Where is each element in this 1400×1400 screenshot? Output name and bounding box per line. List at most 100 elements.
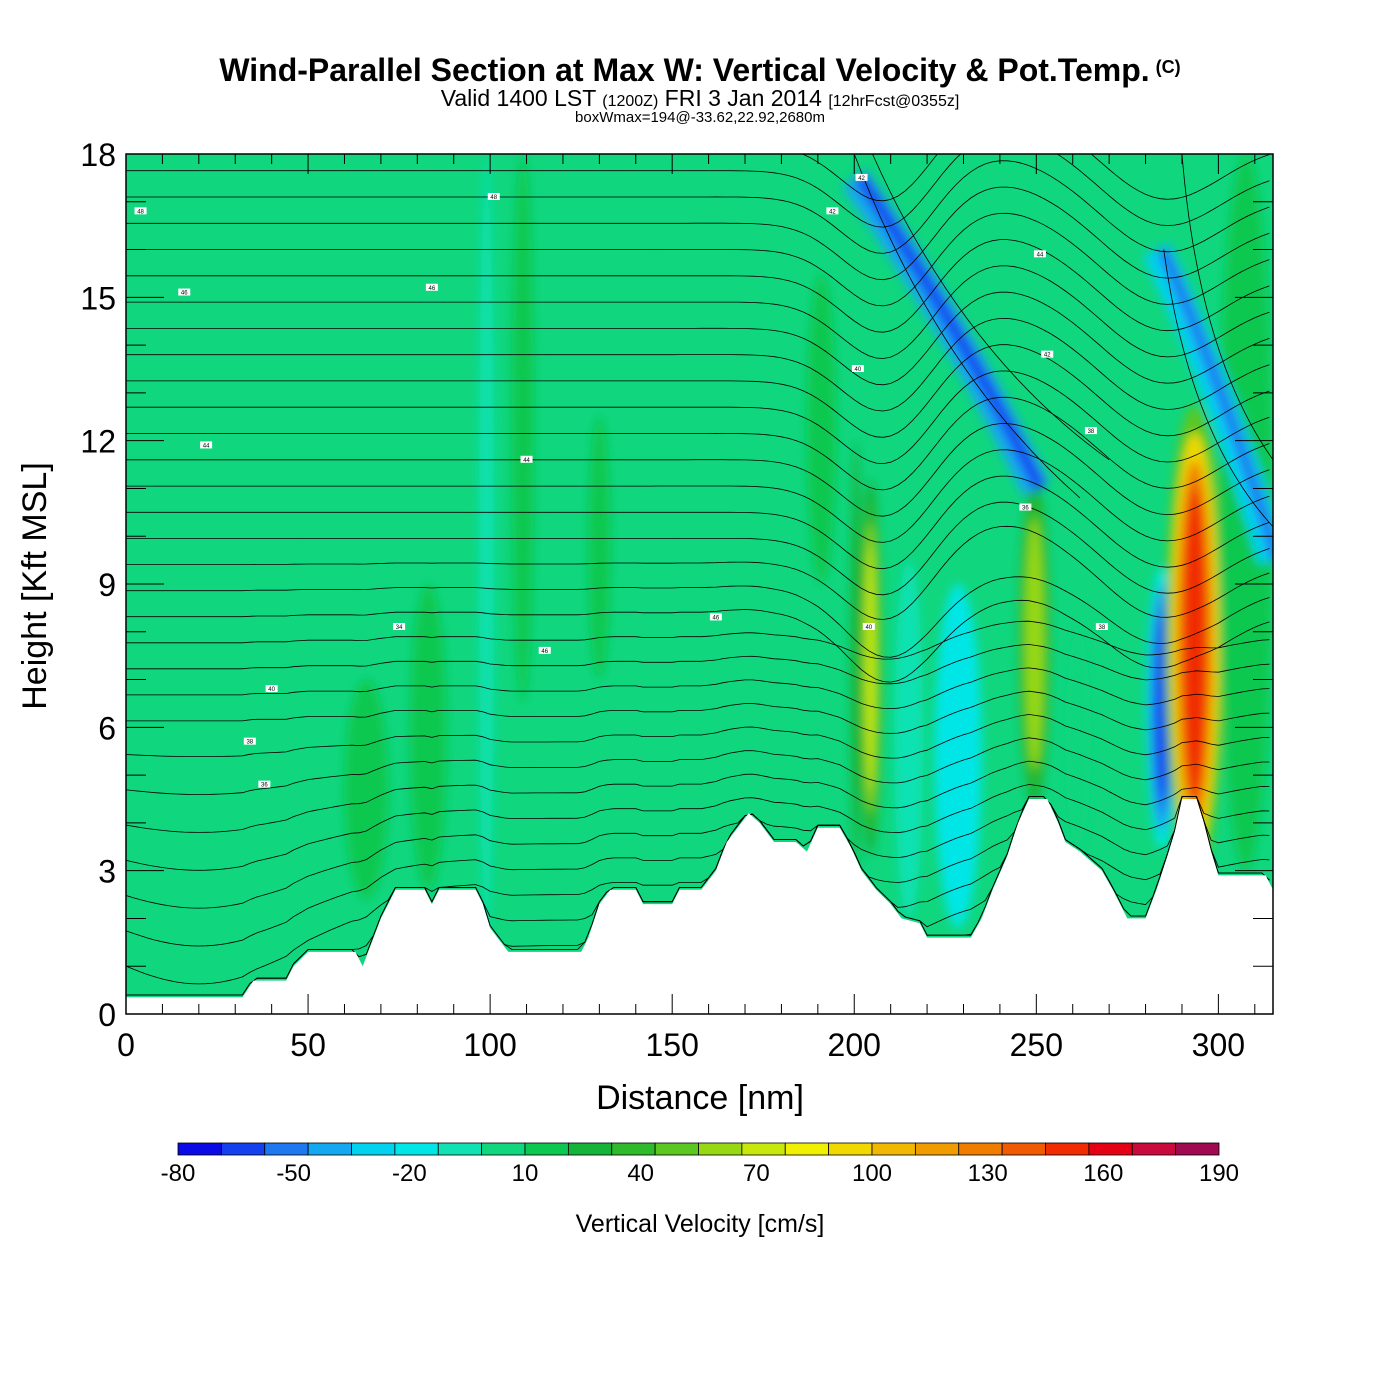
colorbar-swatch: [524, 1142, 569, 1156]
isentrope-9: [126, 714, 1270, 759]
colorbar-swatch: [611, 1142, 656, 1156]
w-feature-4: [588, 416, 611, 680]
contour-label-6: 42: [855, 173, 868, 182]
plot-area: 4848464644444242403836344646444240383640…: [80, 137, 1274, 1063]
colorbar-swatch: [958, 1142, 1003, 1156]
isentrope-17: [126, 501, 1270, 596]
colorbar: -80 -50 -20 10 40 70 100 130 160 190: [161, 1142, 1239, 1187]
isentrope-18: [126, 475, 1270, 570]
isentrope-26: [126, 265, 1270, 359]
y-tick-label: 0: [98, 997, 116, 1033]
svg-text:40: 40: [268, 687, 275, 693]
colorbar-swatch: [654, 1142, 699, 1156]
colorbar-label: 160: [1083, 1160, 1123, 1187]
colorbar-label: -80: [161, 1160, 196, 1187]
contour-label-13: 46: [709, 613, 722, 621]
colorbar-swatch: [1045, 1142, 1090, 1156]
x-axis-title: Distance [nm]: [596, 1079, 804, 1117]
colorbar-swatch: [351, 1142, 396, 1156]
colorbar-label: -50: [276, 1160, 311, 1187]
isentrope-8: [126, 737, 1270, 795]
subtitle-valid: Valid 1400 LST: [441, 85, 597, 111]
subtitle-forecast: [12hrFcst@0355z]: [828, 93, 959, 110]
contour-label-19: 40: [862, 623, 875, 631]
w-band-core-15: [855, 174, 1046, 492]
contour-label-20: 38: [1095, 623, 1108, 631]
svg-text:44: 44: [203, 443, 210, 449]
colorbar-swatch: [394, 1142, 439, 1156]
w-feature-13-3: [1182, 487, 1207, 801]
contour-label-15: 42: [1041, 350, 1054, 359]
y-tick-label: 3: [98, 854, 116, 890]
isentrope-5: [126, 796, 1270, 909]
svg-text:42: 42: [829, 209, 836, 215]
x-tick-label: 150: [645, 1027, 698, 1063]
contour-label-17: 38: [1084, 427, 1097, 435]
y-tick-label: 15: [80, 280, 116, 316]
svg-text:42: 42: [858, 176, 865, 182]
isentrope-steep-3: [1181, 154, 1273, 461]
colorbar-swatch: [1175, 1142, 1220, 1156]
colorbar-swatch: [914, 1142, 960, 1156]
isentrope-19: [126, 449, 1270, 543]
svg-text:38: 38: [1088, 429, 1095, 435]
y-tick-label: 12: [80, 424, 116, 460]
terrain-mask: [126, 799, 1273, 1014]
colorbar-swatch: [698, 1142, 743, 1156]
svg-text:36: 36: [261, 783, 268, 789]
colorbar-label: 70: [743, 1160, 770, 1187]
isentrope-30: [126, 160, 1270, 254]
contour-label-18: 36: [1019, 503, 1032, 512]
isentrope-13: [126, 620, 1270, 660]
isentrope-21: [126, 396, 1270, 491]
isentrope-6: [126, 784, 1270, 871]
isentrope-20: [126, 423, 1270, 517]
subtitle-date: FRI 3 Jan 2014: [665, 85, 822, 111]
colorbar-label: 130: [968, 1160, 1008, 1187]
isentrope-24: [126, 317, 1270, 412]
svg-text:34: 34: [396, 625, 403, 631]
contour-label-4: 44: [200, 441, 213, 449]
x-tick-label: 100: [463, 1027, 516, 1063]
isentrope-22: [126, 370, 1270, 465]
colorbar-swatch: [437, 1142, 483, 1156]
colorbar-title: Vertical Velocity [cm/s]: [576, 1210, 825, 1238]
w-band-core-16: [1156, 247, 1273, 562]
isentrope-11: [126, 667, 1270, 710]
w-feature-8: [894, 560, 924, 919]
w-feature-3: [511, 154, 534, 704]
isentrope-16: [126, 525, 1270, 620]
svg-text:48: 48: [137, 209, 144, 215]
potential-temperature-contours: [126, 154, 1273, 996]
isentrope-10: [126, 690, 1270, 734]
w-feature-12-3: [1155, 615, 1169, 801]
contour-label-2: 46: [178, 288, 191, 297]
colorbar-swatch: [567, 1142, 613, 1156]
isentrope-25: [126, 291, 1270, 386]
svg-text:46: 46: [541, 649, 548, 655]
svg-text:46: 46: [181, 291, 188, 297]
contour-label-0: 48: [134, 207, 147, 215]
colorbar-swatch: [1131, 1142, 1177, 1156]
colorbar-swatch: [1001, 1142, 1046, 1156]
w-feature-7-3: [866, 543, 876, 792]
isentrope-15: [126, 576, 1270, 658]
contour-label-10: 36: [258, 780, 271, 789]
chart-subtitle: Valid 1400 LST (1200Z) FRI 3 Jan 2014 [1…: [441, 85, 960, 111]
contour-label-16: 40: [851, 365, 864, 373]
colorbar-label: 190: [1199, 1160, 1239, 1187]
svg-text:38: 38: [1099, 625, 1106, 631]
y-axis-title: Height [Kft MSL]: [16, 462, 54, 710]
w-feature-0: [344, 679, 389, 900]
w-feature-6: [850, 440, 862, 871]
colorbar-swatch: [1088, 1142, 1133, 1156]
svg-text:46: 46: [429, 286, 436, 292]
colorbar-label: -20: [392, 1160, 427, 1187]
svg-text:44: 44: [1037, 252, 1044, 258]
chart-subtitle-2: boxWmax=194@-33.62,22.92,2680m: [575, 109, 825, 126]
isentrope-27: [126, 239, 1270, 333]
x-tick-label: 50: [290, 1027, 326, 1063]
y-tick-label: 6: [98, 710, 116, 746]
